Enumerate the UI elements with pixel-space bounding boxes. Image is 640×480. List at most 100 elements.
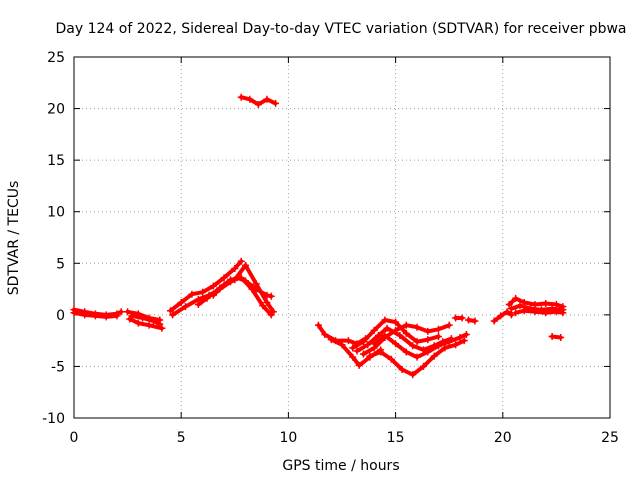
data-point: [209, 291, 217, 299]
data-point: [272, 99, 280, 107]
data-point: [424, 327, 432, 335]
series-arc-t: [492, 309, 514, 323]
x-tick-label: 25: [601, 430, 619, 446]
data-point: [70, 309, 78, 317]
data-point: [349, 344, 357, 352]
data-point: [552, 301, 560, 309]
data-point: [364, 341, 372, 349]
data-point: [231, 264, 239, 272]
series-arc-f: [168, 259, 244, 313]
data-point: [134, 319, 142, 327]
data-point: [512, 309, 520, 317]
data-point: [505, 301, 513, 309]
data-point: [471, 317, 479, 325]
data-point: [158, 324, 166, 332]
y-tick-label: 10: [47, 205, 65, 221]
data-point: [203, 294, 211, 302]
data-point: [374, 331, 382, 339]
data-point: [462, 330, 470, 338]
data-point: [409, 342, 417, 350]
series-arc-q: [372, 332, 469, 360]
data-point: [434, 342, 442, 350]
data-point: [402, 329, 410, 337]
x-tick-label: 0: [70, 430, 79, 446]
data-point: [531, 301, 539, 309]
data-point: [542, 300, 550, 308]
data-point: [548, 333, 556, 341]
data-point: [434, 333, 442, 341]
data-point: [248, 285, 256, 293]
data-point: [392, 318, 400, 326]
data-point: [128, 312, 136, 320]
data-point: [413, 353, 421, 361]
data-point: [456, 334, 464, 342]
data-point: [355, 361, 363, 369]
data-point: [344, 337, 352, 345]
data-point: [387, 355, 395, 363]
data-point: [242, 261, 250, 269]
data-point: [156, 320, 164, 328]
data-point: [413, 323, 421, 331]
data-point: [149, 317, 157, 325]
data-point: [452, 314, 460, 322]
data-point: [246, 95, 254, 103]
data-point: [181, 303, 189, 311]
data-point: [117, 308, 125, 316]
data-point: [314, 321, 322, 329]
data-point: [512, 294, 520, 302]
data-point: [516, 302, 524, 310]
x-tick-label: 20: [494, 430, 512, 446]
chart-title: Day 124 of 2022, Sidereal Day-to-day VTE…: [55, 21, 626, 37]
data-point: [263, 95, 271, 103]
data-point: [458, 314, 466, 322]
series-arc-p: [367, 338, 467, 377]
data-point: [383, 324, 391, 332]
data-point: [237, 93, 245, 101]
series-layer: [70, 93, 567, 379]
y-tick-label: 20: [47, 102, 65, 118]
data-point: [102, 313, 110, 321]
data-point: [124, 308, 132, 316]
data-point: [166, 307, 174, 315]
series-arc-c: [125, 309, 162, 322]
data-point: [409, 371, 417, 379]
data-point: [497, 312, 505, 320]
data-point: [327, 336, 335, 344]
data-point: [321, 330, 329, 338]
data-point: [370, 340, 378, 348]
data-point: [199, 288, 207, 296]
data-point: [507, 305, 515, 313]
grid-layer: [74, 57, 610, 418]
x-tick-label: 15: [387, 430, 405, 446]
plot-frame: [73, 56, 611, 419]
data-point: [402, 321, 410, 329]
data-point: [445, 321, 453, 329]
data-point: [113, 312, 121, 320]
data-point: [267, 292, 275, 300]
data-point: [263, 298, 271, 306]
y-tick-label: 5: [56, 256, 65, 272]
data-point: [520, 307, 528, 315]
data-point: [237, 257, 245, 265]
data-point: [392, 326, 400, 334]
tick-layer: 0 5 10 15 20 25 -10 -5 0 5 10 15 20 25: [42, 50, 619, 446]
data-point: [430, 352, 438, 360]
data-point: [542, 309, 550, 317]
data-point: [169, 311, 177, 319]
data-point: [359, 338, 367, 346]
data-point: [145, 321, 153, 329]
data-point: [91, 312, 99, 320]
data-point: [209, 282, 217, 290]
data-point: [413, 338, 421, 346]
x-tick-label: 10: [279, 430, 297, 446]
series-arc-e: [129, 313, 162, 327]
data-point: [349, 353, 357, 361]
data-point: [359, 350, 367, 358]
data-point: [398, 366, 406, 374]
data-point: [220, 274, 228, 282]
x-axis-label: GPS time / hours: [282, 458, 399, 474]
data-point: [269, 308, 277, 316]
data-point: [452, 341, 460, 349]
data-point: [464, 316, 472, 324]
y-axis-label: SDTVAR / TECUs: [6, 181, 22, 296]
